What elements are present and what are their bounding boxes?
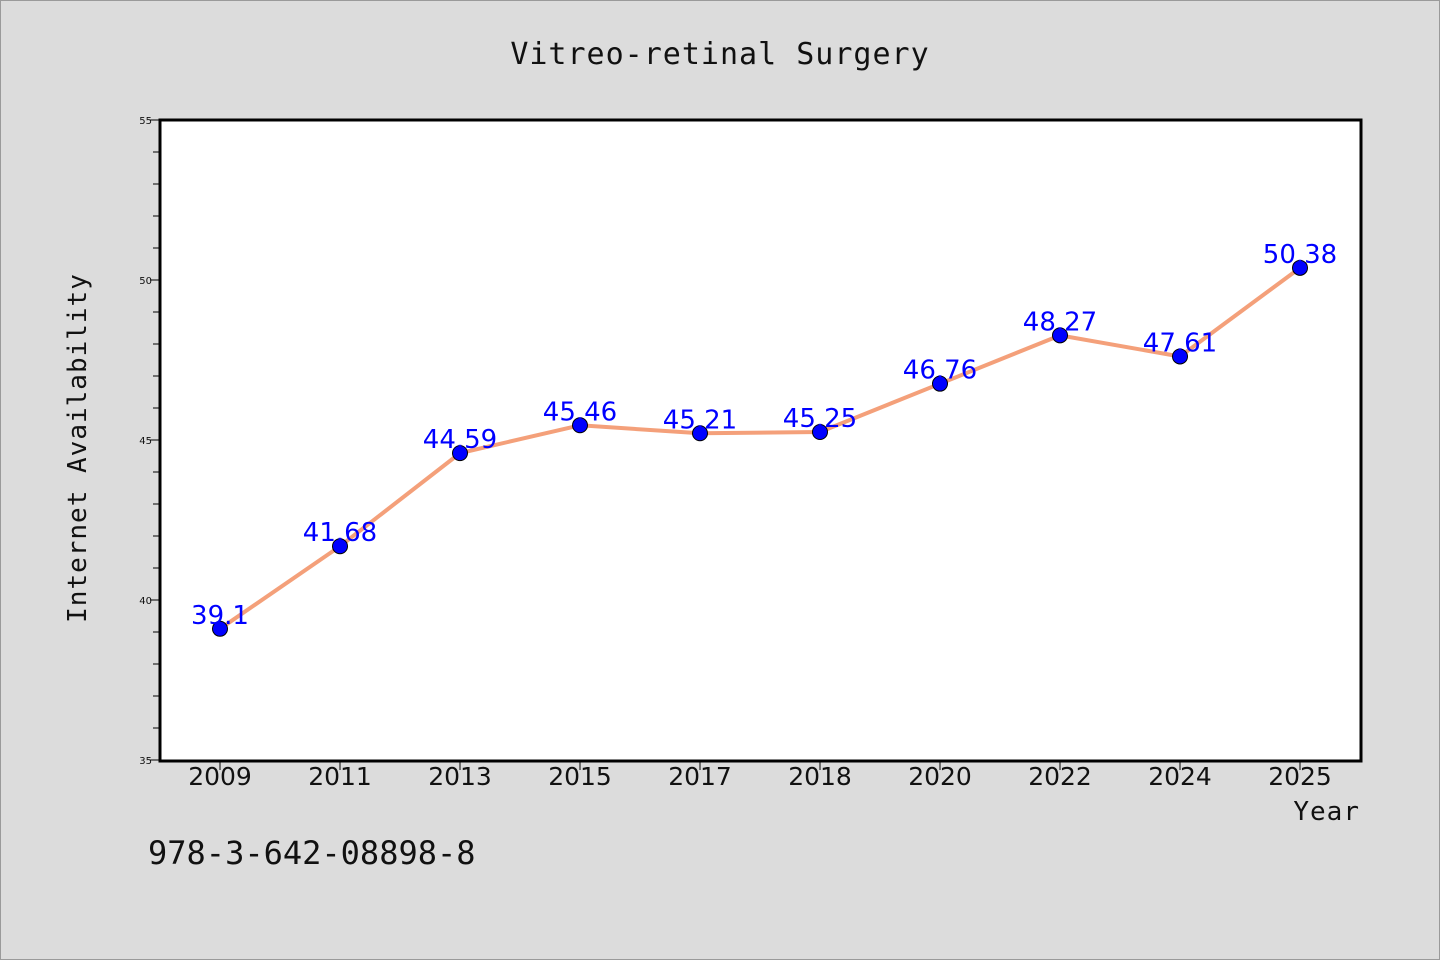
chart-title: Vitreo-retinal Surgery [510,37,929,72]
x-tick-label: 2009 [188,762,252,791]
data-label: 48.27 [1023,307,1097,337]
data-label: 41.68 [303,518,377,548]
y-tick-label: 45 [139,436,152,447]
x-tick-label: 2018 [788,762,852,791]
footer-code: 978-3-642-08898-8 [148,834,476,872]
data-label: 46.76 [903,356,977,386]
y-tick-label: 50 [139,276,152,287]
y-axis-label: Internet Availability [63,273,93,623]
x-tick-label: 2017 [668,762,732,791]
data-point [812,424,828,440]
y-tick-label: 40 [139,596,152,607]
data-point [692,425,708,442]
data-label: 45.46 [543,397,617,427]
data-point [452,445,468,462]
data-point [1292,259,1308,276]
series-layer: 39.1 41.68 44.59 45.46 45.21 45.25 46.76 48.27 4… [191,240,1337,637]
series-line [218,266,1302,631]
data-point [1172,348,1188,365]
x-tick-label: 2013 [428,762,492,791]
x-tick-label: 2011 [308,762,372,791]
x-tick-label: 2020 [908,762,972,791]
y-tick-label: 35 [139,756,152,767]
data-point [212,620,228,637]
data-label: 39.1 [191,601,249,631]
data-label: 45.21 [663,405,737,435]
data-point [332,538,348,555]
data-label: 45.25 [783,404,857,434]
x-axis: 2009 2011 2013 2015 2017 2018 2020 2022 2024 2025 [188,760,1332,791]
x-tick-label: 2025 [1268,762,1332,791]
data-point [1052,327,1068,344]
x-tick-label: 2022 [1028,762,1092,791]
y-tick-label: 55 [139,116,152,127]
y-axis: 35 40 45 50 55 [139,116,160,767]
plot-area [158,118,1363,763]
x-axis-label: Year [1293,797,1360,827]
data-point [932,375,948,392]
data-label: 50.38 [1263,240,1337,270]
x-tick-label: 2015 [548,762,612,791]
x-tick-label: 2024 [1148,762,1212,791]
data-label: 47.61 [1143,328,1217,358]
data-label: 44.59 [423,425,497,455]
data-point [572,417,588,434]
